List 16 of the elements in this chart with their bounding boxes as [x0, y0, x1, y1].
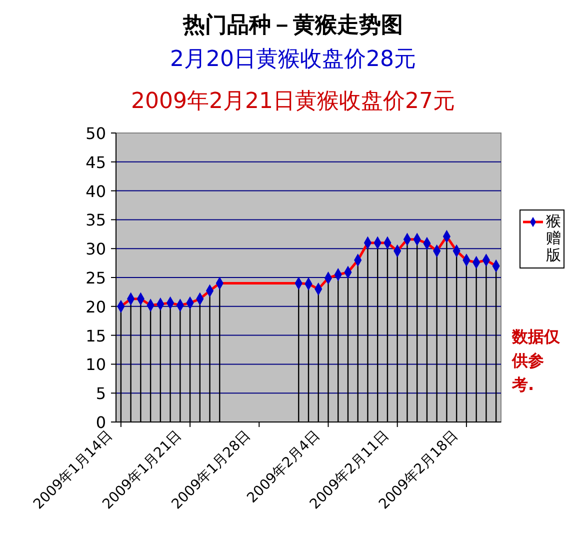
chart-title: 热门品种－黄猴走势图 [182, 12, 403, 38]
y-tick-label: 40 [86, 182, 106, 201]
y-tick-label: 20 [86, 297, 106, 316]
y-tick-label: 35 [86, 210, 106, 230]
legend-label: 猴赠版 [546, 212, 561, 264]
text: 数据仅供参考. [511, 327, 561, 394]
text: 2009年2月21日黄猴收盘价27元 [131, 89, 455, 114]
y-tick-label: 30 [86, 240, 106, 259]
chart-subtitle: 2月20日黄猴收盘价28元 [170, 47, 416, 72]
y-tick-label: 50 [86, 124, 106, 143]
y-tick-label: 0 [96, 413, 106, 432]
y-tick-label: 10 [86, 355, 106, 374]
y-tick-label: 25 [86, 268, 106, 288]
y-tick-label: 45 [86, 152, 106, 172]
y-tick-label: 5 [96, 384, 106, 404]
y-tick-label: 15 [86, 326, 106, 346]
